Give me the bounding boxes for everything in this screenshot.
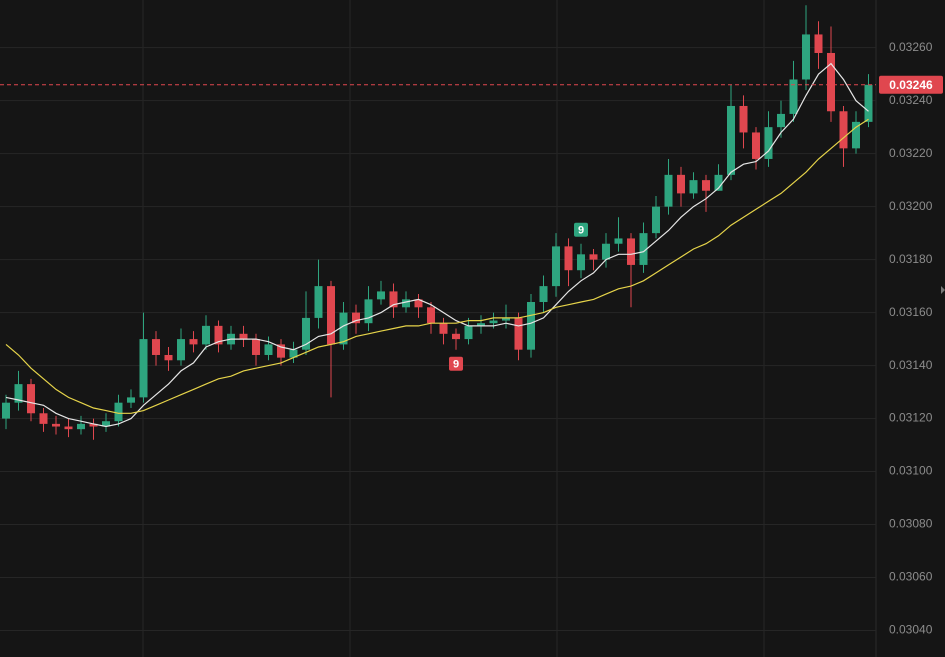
candle-body [277, 344, 285, 358]
candle-body [202, 325, 210, 345]
candle-body [39, 413, 48, 424]
annotation-badge [574, 222, 588, 237]
y-tick-label: 0.03180 [889, 252, 933, 266]
candle-body [64, 426, 73, 430]
candle-body [477, 323, 485, 326]
candle-body [577, 254, 585, 271]
candle-body [839, 111, 848, 149]
candle-body [802, 34, 810, 80]
scroll-handle[interactable] [941, 286, 945, 294]
moving-average-line [5, 62, 869, 428]
candle-body [27, 384, 35, 414]
candle-body [864, 84, 873, 122]
candle-body [327, 286, 335, 345]
candle-body [814, 34, 823, 53]
y-tick-label: 0.03200 [889, 199, 933, 213]
candle-body [464, 325, 473, 340]
candle-body [614, 238, 623, 244]
candle-body [777, 113, 785, 128]
candle-body [377, 291, 385, 300]
y-tick-label: 0.03160 [889, 305, 933, 319]
annotation-label: 9 [578, 225, 584, 237]
candle-body [352, 312, 360, 324]
candle-body [652, 206, 660, 234]
candle-body [502, 317, 510, 321]
candle-body [114, 402, 123, 422]
y-tick-label: 0.03260 [889, 40, 933, 54]
candle-body [514, 317, 523, 350]
candle-body [2, 402, 10, 419]
candle-body [302, 317, 310, 350]
candle-body [152, 339, 160, 355]
candle-body [639, 233, 648, 265]
candle-body [452, 333, 460, 340]
candle-body [489, 320, 498, 324]
candle-body [752, 132, 760, 159]
candle-body [714, 174, 723, 191]
moving-average-line [5, 118, 869, 414]
candle-body [214, 325, 223, 345]
candle-body [789, 79, 798, 114]
candle-body [539, 286, 548, 303]
y-tick-label: 0.03080 [889, 517, 933, 531]
candle-body [852, 121, 860, 149]
vertical-grid [142, 0, 765, 657]
candle-body [439, 323, 448, 334]
candle-body [414, 299, 423, 308]
candle-body [239, 333, 248, 340]
candle-body [102, 421, 110, 427]
candle-body [564, 246, 573, 271]
candle-body [677, 174, 685, 194]
annotation-badge [449, 356, 463, 371]
candle-body [189, 339, 198, 345]
current-price-label: 0.03246 [889, 78, 933, 92]
y-tick-label: 0.03100 [889, 464, 933, 478]
candle-body [127, 397, 135, 403]
candle-body [364, 299, 373, 324]
candle-body [827, 52, 835, 112]
candle-body [252, 339, 260, 355]
y-tick-label: 0.03040 [889, 623, 933, 637]
candle-body [739, 105, 748, 133]
candle-body [177, 339, 185, 361]
candle-body [589, 254, 598, 260]
y-tick-label: 0.03120 [889, 411, 933, 425]
candle-body [402, 299, 410, 308]
y-tick-label: 0.03240 [889, 93, 933, 107]
candle-body [527, 302, 535, 350]
annotation-label: 9 [453, 359, 459, 371]
candle-body [552, 246, 560, 287]
candle-body [664, 174, 673, 207]
candle-body [389, 291, 398, 308]
candle-body [89, 423, 98, 427]
candle-body [52, 423, 60, 427]
candle-body [139, 339, 148, 398]
y-tick-label: 0.03220 [889, 146, 933, 160]
candle-body [427, 307, 435, 324]
candle-body [164, 354, 173, 361]
y-tick-label: 0.03140 [889, 358, 933, 372]
candle-body [314, 286, 323, 318]
current-price-badge [879, 75, 943, 94]
candle-body [14, 384, 23, 403]
candle-body [702, 180, 710, 191]
candle-body [289, 349, 298, 358]
candle-body [727, 105, 735, 175]
candle-body [339, 312, 348, 345]
candle-body [764, 127, 773, 159]
candle-body [602, 243, 610, 260]
candle-body [77, 423, 85, 430]
candle-body [264, 344, 273, 355]
candle-body [627, 238, 635, 265]
candle-body [689, 180, 698, 194]
y-tick-label: 0.03060 [889, 570, 933, 584]
